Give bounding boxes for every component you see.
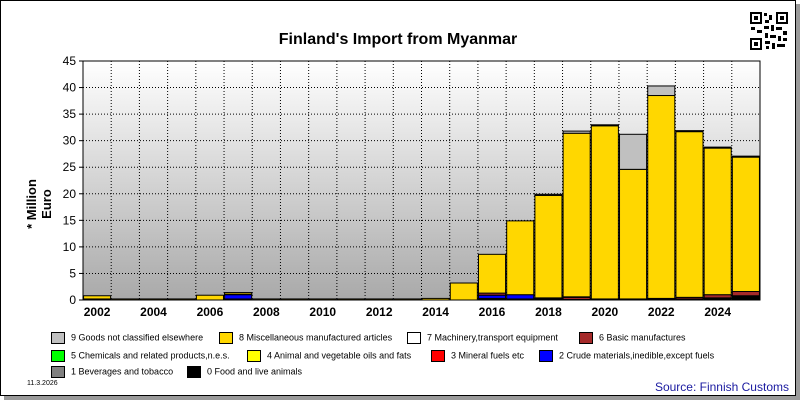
legend-label: 2 Crude materials,inedible,except fuels <box>559 350 715 361</box>
bar-segment <box>647 95 676 299</box>
bar-segment <box>731 291 760 297</box>
x-tick-label: 2010 <box>309 305 336 319</box>
bar-segment <box>590 125 619 300</box>
y-tick-label: 45 <box>63 54 77 68</box>
x-tick-label: 2018 <box>535 305 562 319</box>
bar-segment <box>195 294 224 301</box>
legend-item: 0 Food and live animals <box>187 365 303 378</box>
legend-label: 0 Food and live animals <box>207 366 303 377</box>
bar-segment <box>421 297 450 301</box>
legend-item: 2 Crude materials,inedible,except fuels <box>539 349 715 362</box>
x-tick-label: 2024 <box>704 305 731 319</box>
x-tick-label: 2004 <box>140 305 167 319</box>
bar-segment <box>252 298 281 301</box>
bar-segment <box>224 292 253 295</box>
legend-item: 4 Animal and vegetable oils and fats <box>247 349 412 362</box>
bar-segment <box>336 298 366 301</box>
legend-swatch <box>51 331 65 344</box>
legend: 9 Goods not classified elsewhere 8 Misce… <box>51 331 751 379</box>
date-stamp: 11.3.2026 <box>27 380 58 387</box>
x-tick-label: 2006 <box>197 305 224 319</box>
legend-label: 6 Basic manufactures <box>599 332 686 343</box>
y-ticks: 0 5 10 15 20 25 30 35 40 45 <box>63 54 83 307</box>
legend-item: 9 Goods not classified elsewhere <box>51 331 204 344</box>
bar-segment <box>703 146 732 149</box>
y-tick-label: 40 <box>63 81 77 95</box>
bar-segment <box>731 295 760 301</box>
legend-swatch <box>431 349 445 362</box>
legend-swatch <box>187 365 201 378</box>
x-tick-label: 2002 <box>84 305 111 319</box>
bar-segment <box>393 298 422 301</box>
bar-segment <box>647 85 676 97</box>
legend-swatch <box>579 331 593 344</box>
x-tick-label: 2022 <box>648 305 675 319</box>
bar-segment <box>280 298 309 301</box>
bar-segment <box>562 130 591 134</box>
bar-segment <box>675 130 704 133</box>
bar-segment <box>534 193 563 196</box>
x-tick-label: 2014 <box>422 305 449 319</box>
x-tick-label: 2016 <box>479 305 506 319</box>
legend-label: 7 Machinery,transport equipment <box>427 332 558 343</box>
bar-segment <box>506 294 535 300</box>
legend-item: 5 Chemicals and related products,n.e.s. <box>51 349 230 362</box>
x-tick-label: 2020 <box>592 305 619 319</box>
legend-swatch <box>51 349 65 362</box>
x-ticks: 2002 2004 2006 2008 2010 2012 2014 2016 2018 2020… <box>84 305 732 319</box>
x-tick-label: 2008 <box>253 305 280 319</box>
bar-segment <box>703 147 732 296</box>
legend-item: 6 Basic manufactures <box>579 331 686 344</box>
chart-title: Finland's Import from Myanmar <box>278 31 518 48</box>
bar-segment <box>590 124 619 127</box>
bar-segment <box>534 194 563 299</box>
y-tick-label: 0 <box>69 293 76 307</box>
legend-item: 8 Miscellaneous manufactured articles <box>219 331 393 344</box>
legend-swatch <box>51 365 65 378</box>
bar-segment <box>139 298 168 301</box>
bar-segment <box>675 131 704 298</box>
y-tick-label: 30 <box>63 134 77 148</box>
legend-swatch <box>247 349 261 362</box>
legend-item: 1 Beverages and tobacco <box>51 365 174 378</box>
legend-swatch <box>407 331 421 344</box>
bar-segment <box>167 298 196 301</box>
y-tick-label: 25 <box>63 160 77 174</box>
qr-code-icon <box>749 11 789 51</box>
legend-label: 1 Beverages and tobacco <box>71 366 174 377</box>
bar-segment <box>224 294 253 300</box>
bar-segment <box>731 156 760 293</box>
legend-swatch <box>219 331 233 344</box>
source-label: Source: Finnish Customs <box>654 380 789 394</box>
legend-swatch <box>539 349 553 362</box>
bar-segment <box>83 295 112 300</box>
bar-segment <box>619 133 648 170</box>
x-tick-label: 2012 <box>366 305 393 319</box>
bar-segment <box>731 155 760 158</box>
y-tick-label: 35 <box>63 107 77 121</box>
legend-item: 7 Machinery,transport equipment <box>407 331 558 344</box>
y-tick-label: 5 <box>69 266 76 280</box>
grid-lines <box>83 61 760 300</box>
y-tick-label: 10 <box>63 240 77 254</box>
legend-label: 5 Chemicals and related products,n.e.s. <box>71 350 230 361</box>
legend-item: 3 Mineral fuels etc <box>431 349 525 362</box>
legend-label: 4 Animal and vegetable oils and fats <box>267 350 412 361</box>
bar-segment <box>308 298 337 301</box>
bar-segment <box>619 168 648 300</box>
y-tick-label: 15 <box>63 213 77 227</box>
bar-segment <box>477 253 507 294</box>
legend-label: 8 Miscellaneous manufactured articles <box>239 332 393 343</box>
legend-label: 9 Goods not classified elsewhere <box>71 332 204 343</box>
bar-segment <box>506 220 535 296</box>
bars <box>83 85 760 301</box>
bar-segment <box>449 282 478 301</box>
bar-segment <box>365 298 394 301</box>
y-tick-label: 20 <box>63 187 77 201</box>
bar-segment <box>111 298 140 301</box>
bar-segment <box>562 132 591 298</box>
legend-label: 3 Mineral fuels etc <box>451 350 525 361</box>
